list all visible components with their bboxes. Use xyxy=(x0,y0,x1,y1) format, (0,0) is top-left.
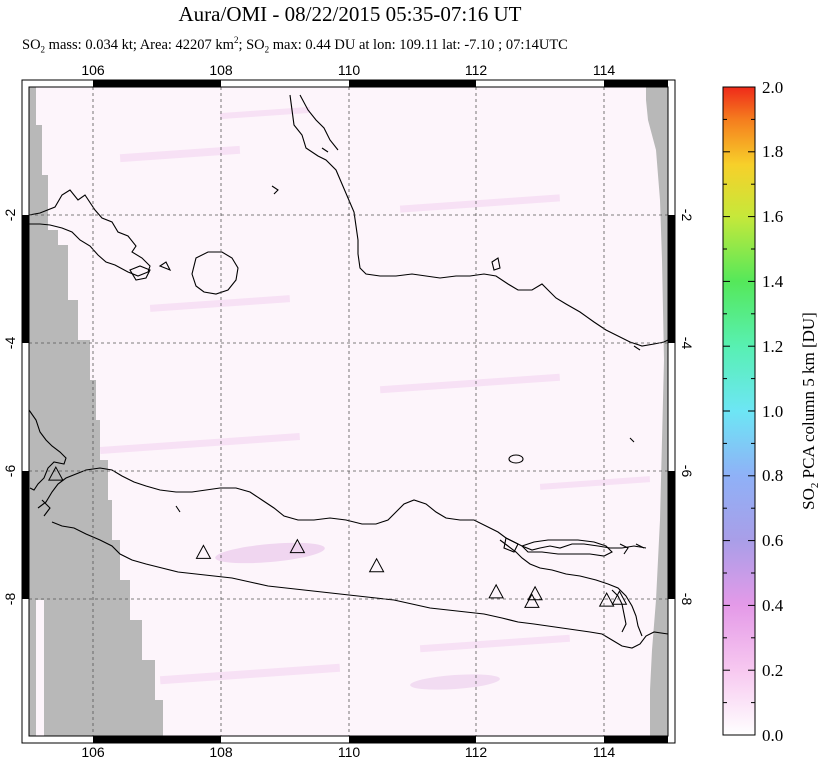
colorbar-tick-label: 0.4 xyxy=(762,596,784,615)
triangle-icon xyxy=(488,583,504,599)
subtitle-mass-area: mass: 0.034 kt; Area: 42207 km xyxy=(45,36,234,53)
coastlines xyxy=(29,94,668,649)
colorbar-tick-labels: 0.0 0.2 0.4 0.6 0.8 1.0 1.2 1.4 1.6 1.8 … xyxy=(762,78,784,745)
no-data-swath-right xyxy=(646,87,668,736)
no-data-strip-left xyxy=(36,600,44,736)
right-lat-labels: -2 -4 -6 -8 xyxy=(679,209,695,606)
triangle-icon xyxy=(195,544,212,559)
colorbar-tick-label: 1.0 xyxy=(762,402,783,421)
colorbar-tick-label: 1.4 xyxy=(762,272,784,291)
bottom-lon-label: 106 xyxy=(81,744,105,759)
colorbar-tick-label: 1.2 xyxy=(762,337,783,356)
left-lat-label: -8 xyxy=(2,593,18,606)
colorbar-tick-label: 2.0 xyxy=(762,78,783,97)
triangle-icon xyxy=(598,592,615,607)
volcano-markers xyxy=(48,466,628,608)
right-lat-label: -2 xyxy=(679,209,695,222)
left-lat-labels: -2 -4 -6 -8 xyxy=(2,209,18,606)
bottom-lon-label: 114 xyxy=(593,744,616,759)
left-lat-label: -2 xyxy=(2,209,18,222)
subtitle-max-location: max: 0.44 DU at lon: 109.11 lat: -7.10 ;… xyxy=(269,36,568,53)
bottom-lon-label: 112 xyxy=(465,744,488,759)
colorbar-tick-label: 1.6 xyxy=(762,207,783,226)
map-subtitle: SO2 mass: 0.034 kt; Area: 42207 km2; SO2… xyxy=(22,35,568,55)
subtitle-so2-sub: 2 xyxy=(40,44,46,55)
bottom-lon-label: 108 xyxy=(209,744,233,759)
colorbar-ticks xyxy=(723,86,755,736)
so2-streaks xyxy=(99,106,651,685)
left-lat-label: -4 xyxy=(2,337,18,350)
colorbar: 0.0 0.2 0.4 0.6 0.8 1.0 1.2 1.4 1.6 1.8 … xyxy=(722,78,821,745)
so2-plume xyxy=(215,542,500,690)
top-lon-label: 108 xyxy=(209,62,233,78)
top-lon-label: 106 xyxy=(81,62,105,78)
no-data-swath-left xyxy=(29,87,163,736)
map-frame xyxy=(21,79,676,744)
triangle-icon xyxy=(368,557,385,573)
triangle-icon xyxy=(48,466,64,481)
triangle-icon xyxy=(611,590,628,605)
subtitle-area-sup: 2 xyxy=(233,35,239,45)
bottom-lon-labels: 106 108 110 112 114 xyxy=(81,744,615,759)
left-lat-label: -6 xyxy=(2,465,18,478)
colorbar-tick-label: 0.2 xyxy=(762,661,783,680)
top-lon-label: 110 xyxy=(338,62,361,78)
triangle-icon xyxy=(524,593,540,608)
right-lat-label: -8 xyxy=(679,593,695,606)
colorbar-tick-label: 0.6 xyxy=(762,531,783,550)
bottom-lon-label: 110 xyxy=(338,744,361,759)
map-title: Aura/OMI - 08/22/2015 05:35-07:16 UT xyxy=(178,2,522,26)
triangle-icon xyxy=(289,538,306,554)
subtitle-so2: SO xyxy=(22,36,41,53)
colorbar-tick-label: 0.8 xyxy=(762,466,783,485)
subtitle-max-sub: 2 xyxy=(264,44,270,55)
top-lon-labels: 106 108 110 112 114 xyxy=(81,62,615,78)
subtitle-max-prefix: ; SO xyxy=(238,36,265,53)
top-lon-label: 114 xyxy=(593,62,616,78)
right-lat-label: -4 xyxy=(679,337,695,350)
top-lon-label: 112 xyxy=(465,62,488,78)
colorbar-tick-label: 1.8 xyxy=(762,142,783,161)
graticule xyxy=(29,87,668,736)
colorbar-tick-label: 0.0 xyxy=(762,726,783,745)
colorbar-title: SO2 PCA column 5 km [DU] xyxy=(799,312,821,510)
right-lat-label: -6 xyxy=(679,465,695,478)
